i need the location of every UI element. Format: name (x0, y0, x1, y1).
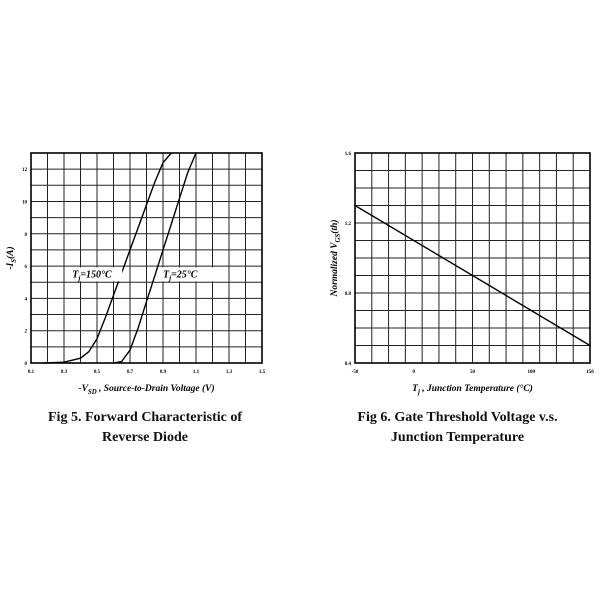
fig6-grid (355, 153, 590, 363)
fig6-caption-line1: Fig 6. Gate Threshold Voltage v.s. (357, 410, 558, 425)
fig5-x-axis-title: -VSD , Source-to-Drain Voltage (V) (78, 383, 214, 396)
fig5-y-tick-label: 0 (25, 362, 28, 367)
fig5-y-tick-label: 6 (25, 265, 28, 270)
fig6-y-tick-label: 1.6 (345, 152, 352, 157)
fig5-x-tick-label: 0.3 (61, 370, 68, 375)
fig5-annotation-bg (161, 267, 213, 282)
fig6-x-tick-label: 100 (528, 370, 536, 375)
fig6-y-tick-label: 1.2 (345, 222, 352, 227)
fig5-caption: Fig 5. Forward Characteristic of Reverse… (20, 408, 270, 448)
fig6-x-tick-label: -50 (352, 370, 359, 375)
fig5-x-tick-label: 1.3 (226, 370, 233, 375)
fig5-x-tick-label: 0.5 (94, 370, 101, 375)
fig5-y-tick-label: 2 (25, 330, 28, 335)
gate-threshold-chart: -50 0 50 100 150 0.4 0.8 1.2 1.6 Tj , Junction Te… (329, 152, 594, 396)
fig5-y-tick-label: 8 (25, 233, 28, 238)
fig6-y-axis-title: Normalized VGS(th) (329, 219, 342, 297)
forward-characteristic-chart: 0.1 0.3 0.5 0.7 0.9 1.1 1.3 1.5 0 2 4 6 8 10 12 Tj=150°… (5, 152, 266, 396)
fig6-x-tick-label: 150 (586, 370, 594, 375)
fig6-caption-line2: Junction Temperature (390, 430, 525, 445)
fig5-caption-line2: Reverse Diode (102, 430, 188, 445)
fig5-y-tick-label: 4 (25, 297, 28, 302)
fig5-annotation-bg (70, 267, 123, 282)
fig5-x-tick-label: 0.1 (28, 370, 35, 375)
fig5-annotation-1: Tj=25°C (163, 269, 198, 282)
fig6-series-line-0 (354, 204, 591, 347)
fig6-y-tick-label: 0.4 (345, 362, 352, 367)
fig6-y-tick-label: 0.8 (345, 292, 352, 297)
fig5-x-tick-label: 1.1 (193, 370, 200, 375)
fig5-grid (31, 153, 262, 363)
fig5-y-tick-label: 12 (22, 168, 28, 173)
fig5-caption-line1: Fig 5. Forward Characteristic of (48, 410, 242, 425)
fig6-x-axis-title: Tj , Junction Temperature (°C) (412, 383, 533, 396)
fig5-x-tick-label: 1.5 (259, 370, 266, 375)
fig5-plot-frame (30, 152, 263, 364)
fig5-series-line-1 (112, 152, 197, 364)
fig5-annotation-0: Tj=150°C (72, 269, 112, 282)
fig5-y-axis-title: -IS(A) (5, 246, 18, 269)
fig5-x-tick-label: 0.7 (127, 370, 134, 375)
fig5-series-line-0 (43, 152, 172, 364)
fig6-plot-frame (354, 152, 591, 364)
fig6-x-tick-label: 50 (470, 370, 476, 375)
fig6-x-tick-label: 0 (413, 370, 416, 375)
fig5-x-tick-label: 0.9 (160, 370, 167, 375)
fig6-caption: Fig 6. Gate Threshold Voltage v.s. Junct… (320, 408, 595, 448)
fig5-y-tick-label: 10 (22, 200, 28, 205)
